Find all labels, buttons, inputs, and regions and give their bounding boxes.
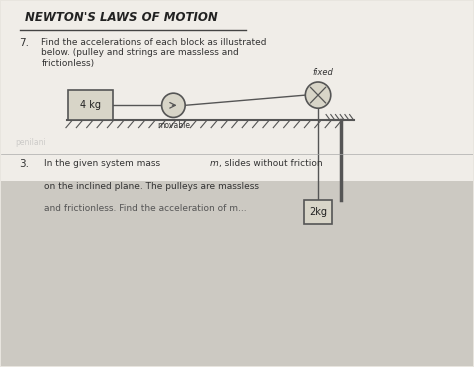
Text: penilani: penilani bbox=[16, 138, 46, 147]
Circle shape bbox=[162, 93, 185, 117]
Text: NEWTON'S LAWS OF MOTION: NEWTON'S LAWS OF MOTION bbox=[25, 11, 218, 24]
Text: In the given system mass: In the given system mass bbox=[44, 159, 163, 168]
Text: 7.: 7. bbox=[19, 38, 29, 48]
Bar bbox=[68, 90, 113, 120]
Circle shape bbox=[305, 82, 331, 108]
Text: m: m bbox=[210, 159, 219, 168]
Bar bbox=[304, 200, 332, 224]
Text: 3.: 3. bbox=[19, 159, 29, 169]
Text: fixed: fixed bbox=[312, 68, 333, 77]
Text: 4 kg: 4 kg bbox=[80, 100, 101, 110]
Text: 2kg: 2kg bbox=[309, 207, 327, 217]
Text: movable: movable bbox=[157, 121, 190, 130]
Text: , slides without friction: , slides without friction bbox=[219, 159, 323, 168]
Text: and frictionless. Find the acceleration of m...: and frictionless. Find the acceleration … bbox=[44, 204, 246, 213]
Bar bbox=[1, 1, 473, 181]
Text: on the inclined plane. The pulleys are massless: on the inclined plane. The pulleys are m… bbox=[44, 182, 259, 191]
Text: Find the accelerations of each block as illustrated
below. (pulley and strings a: Find the accelerations of each block as … bbox=[41, 38, 267, 68]
Bar bbox=[1, 181, 473, 366]
